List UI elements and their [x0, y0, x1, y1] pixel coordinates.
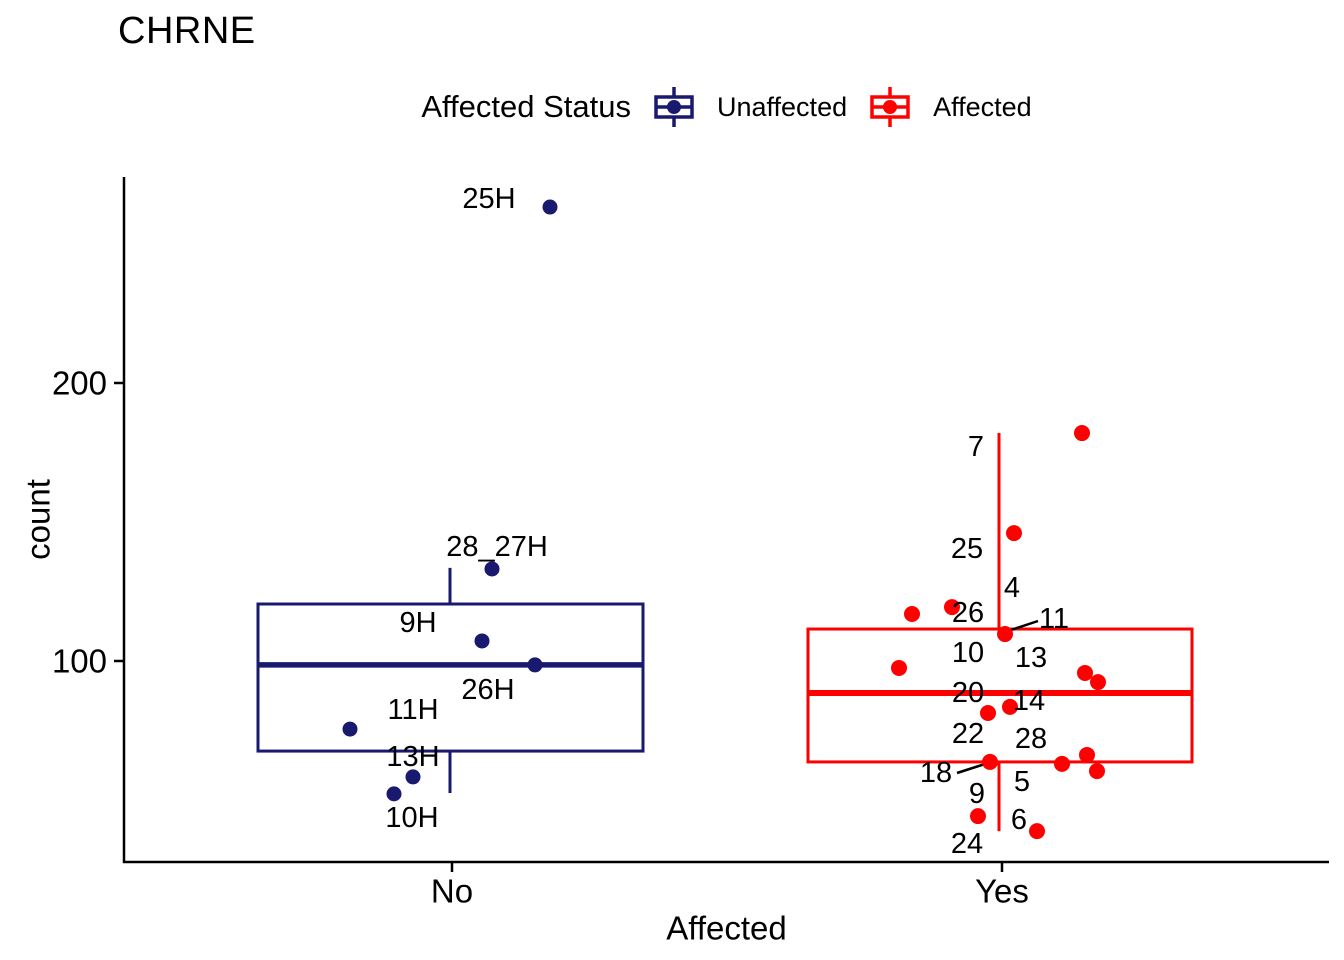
chart-title: CHRNE: [118, 10, 256, 52]
data-point: [904, 606, 920, 623]
y-tick-label: 100: [52, 643, 107, 680]
point-label: 10: [952, 637, 984, 669]
legend-title: Affected Status: [421, 89, 631, 124]
data-point: [891, 659, 907, 676]
point-label: 18: [920, 757, 952, 789]
point-label: 25: [951, 533, 983, 565]
point-label: 28: [1015, 723, 1047, 755]
point-label: 9: [969, 778, 985, 810]
point-label: 9H: [399, 607, 436, 639]
point-label: 4: [1004, 572, 1020, 604]
point-label: 5: [1014, 766, 1030, 798]
data-point: [1089, 763, 1105, 780]
axes-layer: 100 200 No Yes Affected count: [20, 177, 1329, 947]
data-point: [542, 199, 558, 215]
axis-lines: [122, 177, 1329, 864]
point-label: 10H: [385, 802, 438, 834]
boxplot-key-icon-unaffected: [654, 87, 694, 127]
data-point: [997, 626, 1013, 643]
label-leader-line: [1007, 619, 1039, 633]
boxplot-key-icon-affected: [870, 87, 910, 127]
data-point: [405, 769, 421, 785]
legend-item-unaffected: Unaffected: [652, 84, 847, 130]
data-point: [527, 657, 543, 673]
data-point: [474, 633, 490, 649]
point-label: 7: [968, 431, 984, 463]
data-point: [980, 704, 996, 721]
box-no: [256, 602, 645, 753]
point-label: 11: [1039, 603, 1069, 635]
data-point: [484, 561, 500, 577]
data-point: [1077, 664, 1093, 681]
point-label: 6: [1011, 804, 1027, 836]
key-point: [883, 100, 898, 114]
point-label: 13: [1015, 642, 1047, 674]
data-point: [386, 786, 402, 802]
point-label: 24: [951, 828, 983, 860]
data-point: [1079, 746, 1095, 763]
x-tick-label: Yes: [975, 873, 1029, 910]
point-label: 26: [952, 597, 984, 629]
data-point: [970, 808, 986, 825]
data-point: [982, 753, 998, 770]
legend-label-affected: Affected: [933, 91, 1032, 122]
y-tick-label: 200: [52, 365, 107, 402]
legend-label-unaffected: Unaffected: [717, 91, 848, 122]
point-label: 22: [952, 718, 984, 750]
data-point: [1029, 823, 1045, 840]
point-label: 13H: [386, 741, 439, 773]
point-label: 26H: [461, 674, 514, 706]
point-label: 14: [1013, 685, 1045, 717]
boxes-layer: [256, 433, 1194, 832]
key-point: [667, 100, 681, 114]
point-label: 20: [952, 677, 984, 709]
legend: Affected Status Unaffected Affected: [124, 82, 1329, 132]
data-point: [944, 599, 960, 616]
legend-item-affected: Affected: [868, 84, 1032, 130]
point-label: 11H: [387, 694, 438, 726]
x-axis-title: Affected: [666, 910, 786, 947]
x-tick-label: No: [431, 873, 473, 910]
data-point: [1090, 674, 1106, 691]
labels-layer: 25H 28_27H 9H 26H 11H 13H 10H 7 25 26 4 11 10 13 14 20 2…: [385, 183, 1069, 860]
points-layer: [342, 199, 1106, 840]
data-point: [1006, 525, 1022, 542]
data-point: [1074, 425, 1090, 442]
point-label: 28_27H: [446, 531, 548, 563]
data-point: [1054, 755, 1070, 772]
data-point: [342, 721, 358, 737]
y-axis-title: count: [20, 479, 57, 560]
point-label: 25H: [462, 183, 515, 215]
data-point: [1002, 698, 1018, 715]
